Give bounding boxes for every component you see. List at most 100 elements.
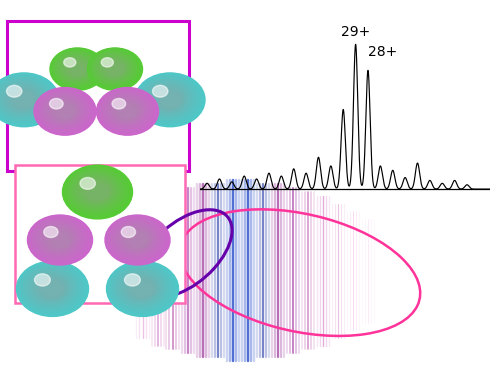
- Circle shape: [56, 53, 96, 83]
- Circle shape: [34, 88, 94, 134]
- Circle shape: [70, 171, 120, 210]
- Circle shape: [0, 77, 50, 120]
- Circle shape: [37, 90, 90, 131]
- Circle shape: [92, 52, 134, 84]
- Circle shape: [130, 279, 154, 298]
- Circle shape: [75, 175, 116, 206]
- Circle shape: [37, 277, 66, 299]
- Circle shape: [31, 217, 86, 260]
- Circle shape: [92, 51, 136, 85]
- Circle shape: [88, 48, 141, 89]
- Circle shape: [138, 75, 200, 123]
- Circle shape: [38, 278, 65, 298]
- Circle shape: [104, 93, 148, 127]
- Circle shape: [30, 271, 71, 303]
- Circle shape: [50, 48, 104, 89]
- Circle shape: [32, 218, 86, 260]
- Circle shape: [119, 226, 152, 252]
- Circle shape: [138, 76, 198, 122]
- Circle shape: [112, 100, 140, 121]
- Circle shape: [20, 264, 82, 311]
- Circle shape: [124, 229, 150, 249]
- Circle shape: [50, 233, 70, 248]
- Circle shape: [144, 80, 192, 117]
- Circle shape: [54, 51, 99, 86]
- Circle shape: [102, 91, 150, 129]
- Circle shape: [24, 266, 78, 308]
- Circle shape: [60, 56, 92, 80]
- Circle shape: [39, 224, 77, 253]
- Circle shape: [106, 216, 168, 264]
- Circle shape: [34, 220, 82, 257]
- Circle shape: [32, 273, 69, 301]
- Circle shape: [156, 89, 182, 109]
- Circle shape: [136, 74, 202, 124]
- Circle shape: [0, 73, 59, 127]
- Circle shape: [69, 63, 86, 76]
- Circle shape: [136, 74, 203, 126]
- Circle shape: [113, 221, 158, 256]
- Circle shape: [56, 104, 74, 119]
- Circle shape: [105, 215, 170, 265]
- Circle shape: [150, 85, 186, 112]
- Circle shape: [61, 56, 91, 79]
- Circle shape: [98, 56, 128, 79]
- Circle shape: [0, 74, 58, 126]
- Circle shape: [52, 50, 100, 86]
- Circle shape: [94, 53, 133, 83]
- Circle shape: [149, 84, 187, 113]
- Circle shape: [132, 280, 154, 297]
- Circle shape: [36, 89, 92, 132]
- Circle shape: [54, 51, 98, 85]
- Circle shape: [52, 49, 102, 88]
- Circle shape: [102, 59, 126, 78]
- Circle shape: [124, 274, 158, 301]
- Circle shape: [124, 230, 149, 249]
- Circle shape: [116, 223, 156, 254]
- Circle shape: [125, 275, 157, 300]
- Circle shape: [106, 62, 124, 76]
- Circle shape: [88, 48, 142, 90]
- Circle shape: [18, 262, 87, 315]
- Circle shape: [146, 82, 190, 115]
- Circle shape: [116, 224, 154, 253]
- Circle shape: [126, 231, 148, 248]
- Circle shape: [64, 166, 130, 217]
- Circle shape: [112, 220, 159, 257]
- Circle shape: [58, 54, 94, 81]
- Circle shape: [45, 96, 81, 124]
- Circle shape: [135, 73, 205, 127]
- Circle shape: [122, 273, 159, 301]
- Text: 29+: 29+: [341, 25, 370, 38]
- Circle shape: [46, 229, 72, 249]
- Circle shape: [90, 50, 138, 87]
- Circle shape: [39, 91, 88, 129]
- Text: 28+: 28+: [368, 45, 397, 59]
- Circle shape: [34, 220, 82, 257]
- Circle shape: [48, 231, 70, 248]
- Circle shape: [87, 184, 108, 200]
- Circle shape: [120, 271, 161, 303]
- FancyBboxPatch shape: [15, 165, 185, 303]
- Circle shape: [100, 90, 153, 131]
- Circle shape: [62, 165, 132, 219]
- Circle shape: [142, 79, 193, 118]
- Circle shape: [16, 261, 88, 316]
- Circle shape: [65, 167, 128, 215]
- Circle shape: [108, 262, 175, 314]
- Circle shape: [21, 265, 80, 310]
- Circle shape: [108, 217, 164, 260]
- Circle shape: [40, 92, 86, 128]
- Circle shape: [145, 81, 190, 116]
- Circle shape: [64, 58, 76, 67]
- Circle shape: [44, 227, 58, 237]
- Circle shape: [53, 102, 76, 120]
- Circle shape: [42, 280, 64, 297]
- Circle shape: [72, 173, 118, 208]
- Circle shape: [52, 101, 76, 120]
- Circle shape: [48, 98, 79, 122]
- Circle shape: [7, 87, 38, 111]
- Circle shape: [100, 57, 128, 79]
- Circle shape: [46, 97, 80, 123]
- Circle shape: [111, 265, 170, 310]
